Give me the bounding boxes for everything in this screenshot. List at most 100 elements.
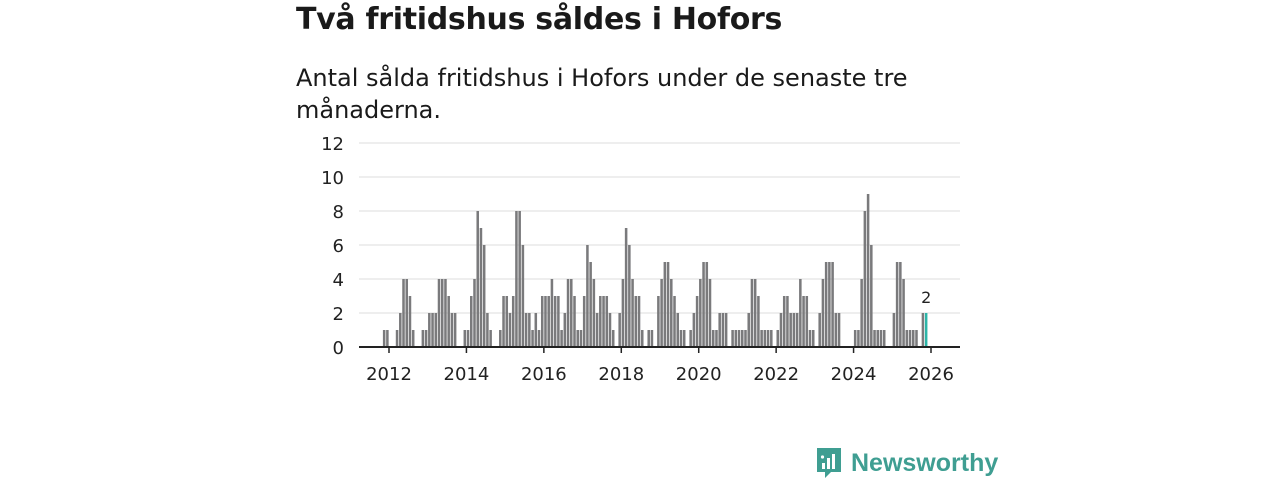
- chart-title: Två fritidshus såldes i Hofors: [296, 2, 783, 37]
- bar: [708, 279, 712, 347]
- bar: [547, 296, 550, 347]
- bar: [828, 262, 831, 347]
- bar: [679, 330, 683, 347]
- bar: [563, 313, 567, 347]
- bar: [657, 296, 660, 347]
- bar: [466, 330, 470, 347]
- bar: [715, 330, 718, 347]
- bar: [592, 279, 596, 347]
- bar: [431, 313, 434, 347]
- bar: [479, 228, 483, 347]
- bar: [618, 313, 621, 347]
- bar: [463, 330, 467, 347]
- bar: [437, 279, 441, 347]
- bar: [595, 313, 599, 347]
- bar: [921, 313, 925, 347]
- bar: [586, 245, 589, 347]
- bar: [676, 313, 680, 347]
- bar: [450, 313, 454, 347]
- bar: [731, 330, 734, 347]
- bar: [528, 313, 531, 347]
- bar: [489, 330, 492, 347]
- bar: [424, 330, 428, 347]
- bar: [805, 296, 809, 347]
- y-tick-label: 0: [333, 338, 344, 359]
- bar: [750, 279, 754, 347]
- bar: [808, 330, 812, 347]
- bar: [766, 330, 770, 347]
- bar: [860, 279, 863, 347]
- bar: [537, 330, 541, 347]
- bar: [540, 296, 544, 347]
- bar: [776, 330, 780, 347]
- bar: [402, 279, 405, 347]
- x-tick-label: 2024: [831, 364, 877, 385]
- x-tick-label: 2026: [908, 364, 954, 385]
- bar: [876, 330, 880, 347]
- bar: [582, 296, 586, 347]
- bar: [702, 262, 705, 347]
- x-tick-label: 2022: [753, 364, 799, 385]
- bar: [741, 330, 744, 347]
- bar: [899, 262, 902, 347]
- bar: [760, 330, 763, 347]
- bar: [421, 330, 425, 347]
- bar: [902, 279, 905, 347]
- bar: [408, 296, 412, 347]
- bar: [831, 262, 834, 347]
- bar: [647, 330, 650, 347]
- bar: [915, 330, 918, 347]
- bar: [550, 279, 554, 347]
- bar: [744, 330, 747, 347]
- bar: [628, 245, 631, 347]
- bar: [399, 313, 402, 347]
- bar: [602, 296, 605, 347]
- bar: [608, 313, 612, 347]
- bar: [573, 296, 576, 347]
- bar: [589, 262, 592, 347]
- bar: [911, 330, 915, 347]
- bar: [511, 296, 515, 347]
- bar: [473, 279, 476, 347]
- bar: [853, 330, 857, 347]
- x-tick-label: 2020: [676, 364, 722, 385]
- bar: [753, 279, 757, 347]
- bar: [724, 313, 728, 347]
- x-tick-label: 2016: [521, 364, 567, 385]
- bar: [779, 313, 783, 347]
- bar: [444, 279, 447, 347]
- bar: [557, 296, 560, 347]
- x-tick-label: 2012: [366, 364, 412, 385]
- bar: [721, 313, 725, 347]
- bar: [763, 330, 767, 347]
- bar: [447, 296, 450, 347]
- bar: [634, 296, 638, 347]
- bar: [660, 279, 663, 347]
- bar: [518, 211, 521, 347]
- bar: [782, 296, 786, 347]
- bar: [673, 296, 676, 347]
- y-tick-label: 10: [321, 168, 344, 189]
- bar: [737, 330, 741, 347]
- bar: [670, 279, 673, 347]
- bar: [786, 296, 789, 347]
- bar: [534, 313, 538, 347]
- bar: [650, 330, 654, 347]
- bar: [747, 313, 750, 347]
- bar: [866, 194, 870, 347]
- bar: [689, 330, 692, 347]
- bar: [476, 211, 479, 347]
- y-tick-label: 12: [321, 134, 344, 155]
- bar: [908, 330, 912, 347]
- bar: [434, 313, 438, 347]
- bar: [624, 228, 628, 347]
- bar: [834, 313, 838, 347]
- bars: [382, 194, 928, 347]
- bar: [515, 211, 518, 347]
- y-axis-ticks: 0 2 4 6 8 10 12: [321, 134, 344, 359]
- bar: [892, 313, 896, 347]
- bar: [611, 330, 615, 347]
- bar: [428, 313, 431, 347]
- gridlines: [359, 142, 960, 314]
- bar: [734, 330, 738, 347]
